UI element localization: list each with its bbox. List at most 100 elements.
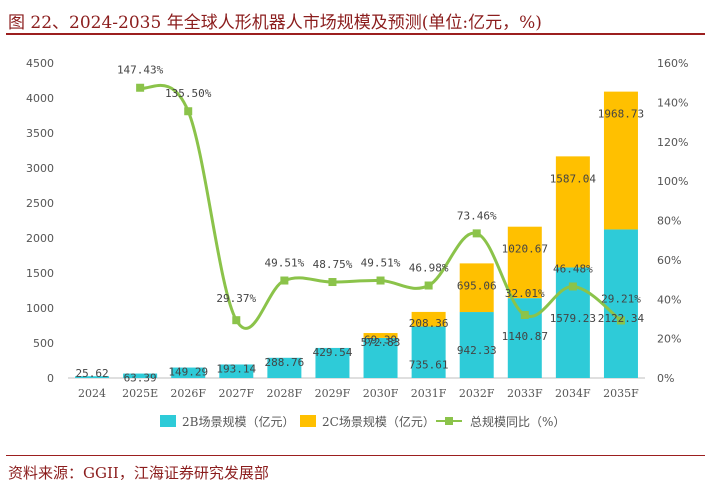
y-left-tick-label: 2500	[26, 197, 54, 210]
growth-marker	[616, 316, 625, 325]
y-left-tick-label: 0	[47, 372, 54, 385]
x-tick-label: 2027F	[218, 387, 254, 400]
title-rule	[6, 33, 705, 35]
bar-label-2c: 1968.73	[598, 108, 644, 121]
y-right-tick-label: 80%	[657, 215, 681, 228]
y-left-tick-label: 500	[33, 337, 54, 350]
bar-2c	[507, 226, 542, 299]
y-left-tick-label: 3500	[26, 127, 54, 140]
y-left-tick-label: 4000	[26, 92, 54, 105]
bar-label-2b: 193.14	[216, 362, 256, 375]
line-label-growth: 48.75%	[313, 258, 353, 271]
chart-area: 0 500 1000 1500 2000 2500 3000 3500 4000 4500 0% 2…	[26, 57, 688, 429]
bar-label-2b: 149.29	[168, 366, 208, 379]
line-label-growth: 46.98%	[409, 262, 449, 275]
x-tick-label: 2031F	[411, 387, 447, 400]
bar-2b	[171, 367, 206, 378]
y-right-tick-label: 140%	[657, 96, 688, 109]
y-left-tick-label: 1500	[26, 267, 54, 280]
y-right-axis: 0% 20% 40% 60% 80% 100% 120% 140% 160%	[657, 57, 688, 385]
legend-label-growth: 总规模同比（%）	[470, 414, 565, 429]
y-left-tick-label: 1000	[26, 302, 54, 315]
line-label-growth: 32.01%	[505, 287, 545, 300]
y-right-tick-label: 120%	[657, 136, 688, 149]
x-tick-label: 2034F	[555, 387, 591, 400]
bar-2b	[363, 337, 398, 378]
bar-label-2c: 69.39	[364, 333, 397, 346]
line-label-growth: 29.21%	[601, 292, 641, 305]
x-tick-label: 2030F	[363, 387, 399, 400]
legend: 2B场景规模（亿元） 2C场景规模（亿元） 总规模同比（%）	[160, 414, 565, 429]
bar-label-2b: 1579.23	[550, 312, 596, 325]
x-tick-label: 2032F	[459, 387, 495, 400]
bar-label-2b: 25.62	[75, 367, 108, 380]
legend-swatch-growth-marker	[445, 417, 453, 425]
bar-2b	[219, 364, 254, 378]
x-tick-label: 2025E	[122, 387, 158, 400]
y-right-tick-label: 100%	[657, 175, 688, 188]
y-right-tick-label: 60%	[657, 254, 681, 267]
x-tick-label: 2028F	[267, 387, 303, 400]
bar-2c	[459, 263, 494, 313]
bar-2b	[315, 347, 350, 378]
growth-line-series	[136, 83, 625, 330]
bar-2c	[363, 333, 398, 338]
bar-2b	[603, 229, 638, 378]
bar-2b	[75, 376, 110, 378]
growth-marker	[424, 281, 433, 290]
growth-line	[139, 83, 622, 330]
line-label-growth: 46.48%	[553, 262, 593, 275]
legend-swatch-2c	[300, 415, 316, 427]
y-left-tick-label: 4500	[26, 57, 54, 70]
line-label-growth: 29.37%	[216, 292, 256, 305]
bar-label-2b: 288.76	[265, 356, 305, 369]
growth-marker	[568, 282, 577, 291]
growth-marker	[280, 276, 289, 285]
y-right-tick-label: 40%	[657, 293, 681, 306]
growth-marker	[328, 278, 337, 287]
x-tick-label: 2033F	[507, 387, 543, 400]
data-labels: 25.62 63.39 149.29 193.14 288.76 429.54 572.83…	[75, 64, 644, 385]
x-tick-label: 2035F	[603, 387, 639, 400]
bar-2b	[267, 357, 302, 378]
growth-marker	[472, 229, 481, 238]
x-axis: 2024 2025E 2026F 2027F 2028F 2029F 2030F 2031F 2…	[78, 387, 639, 400]
x-tick-label: 2026F	[170, 387, 206, 400]
bar-label-2b: 942.33	[457, 344, 497, 357]
bar-2b	[123, 373, 158, 378]
growth-marker	[520, 310, 529, 319]
bar-label-2c: 208.36	[409, 317, 449, 330]
growth-marker	[232, 316, 241, 325]
y-right-tick-label: 0%	[657, 372, 674, 385]
bar-2c	[603, 91, 638, 230]
bar-series	[75, 91, 638, 378]
y-right-tick-label: 20%	[657, 333, 681, 346]
growth-marker	[136, 83, 145, 92]
x-tick-label: 2029F	[315, 387, 351, 400]
bar-label-2b: 63.39	[124, 372, 157, 385]
y-left-axis: 0 500 1000 1500 2000 2500 3000 3500 4000 4500	[26, 57, 54, 385]
y-left-tick-label: 2000	[26, 232, 54, 245]
x-tick-label: 2024	[78, 387, 106, 400]
bar-label-2c: 1587.04	[550, 172, 597, 185]
source-rule	[6, 455, 705, 456]
y-left-tick-label: 3000	[26, 162, 54, 175]
bar-2b	[411, 326, 446, 378]
line-label-growth: 49.51%	[361, 257, 401, 270]
bar-label-2b: 2122.34	[598, 312, 645, 325]
bar-label-2c: 1020.67	[502, 243, 548, 256]
growth-marker	[184, 107, 193, 116]
bar-2c	[555, 156, 590, 268]
bar-label-2b: 429.54	[313, 346, 353, 359]
bar-label-2b: 1140.87	[502, 330, 548, 343]
legend-swatch-2b	[160, 415, 176, 427]
line-label-growth: 147.43%	[117, 64, 164, 77]
line-label-growth: 135.50%	[165, 87, 212, 100]
figure-title: 图 22、2024-2035 年全球人形机器人市场规模及预测(单位:亿元，%)	[8, 13, 542, 33]
y-right-tick-label: 160%	[657, 57, 688, 70]
bar-2c	[411, 311, 446, 327]
legend-label-2c: 2C场景规模（亿元）	[322, 414, 435, 429]
bar-label-2b: 572.83	[361, 336, 401, 349]
line-label-growth: 49.51%	[265, 257, 305, 270]
line-label-growth: 73.46%	[457, 209, 497, 222]
